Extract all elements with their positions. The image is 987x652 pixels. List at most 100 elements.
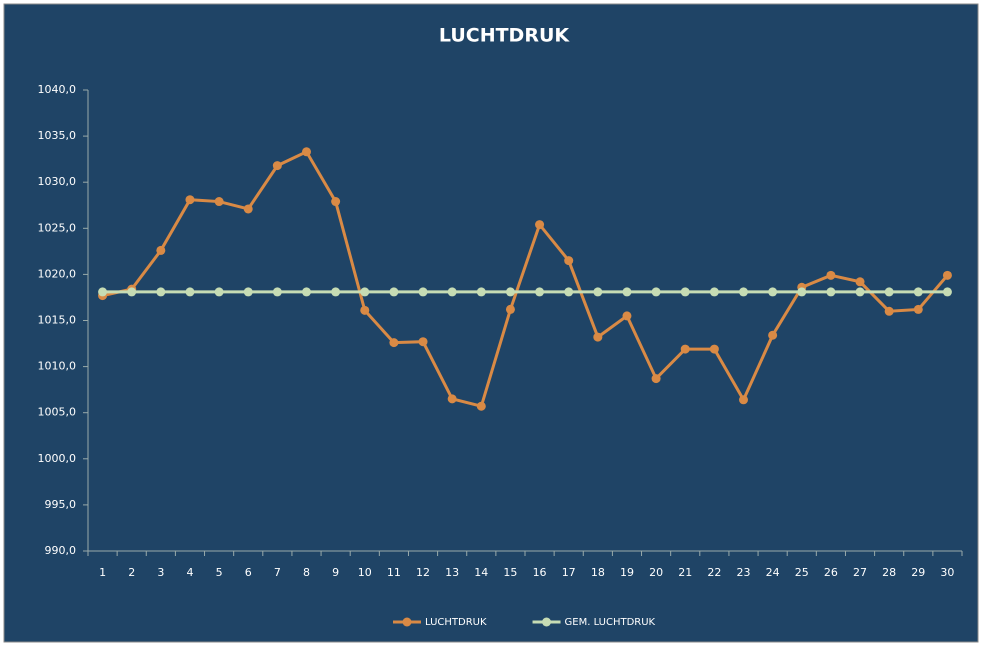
data-point [302, 147, 311, 157]
x-tick-label: 21 [678, 566, 692, 579]
y-tick-label: 1010,0 [38, 360, 77, 373]
data-point [593, 332, 603, 342]
x-tick-label: 26 [824, 566, 838, 579]
y-tick-label: 990,0 [45, 544, 77, 557]
y-tick-label: 1020,0 [38, 267, 77, 280]
data-point [680, 344, 690, 354]
x-tick-label: 9 [332, 566, 339, 579]
data-point [680, 287, 690, 297]
data-point [855, 277, 865, 287]
chart-title: LUCHTDRUK [439, 25, 570, 47]
data-point [593, 287, 603, 297]
chart-background [3, 3, 979, 643]
x-tick-label: 24 [766, 566, 780, 579]
x-tick-label: 19 [620, 566, 634, 579]
x-tick-label: 23 [737, 566, 751, 579]
data-point [447, 287, 457, 297]
y-tick-label: 1000,0 [38, 452, 77, 465]
legend-marker [402, 617, 412, 627]
x-tick-label: 30 [940, 566, 954, 579]
data-point [331, 197, 341, 207]
series-line [102, 149, 949, 409]
data-point [797, 287, 807, 297]
data-point [389, 338, 399, 348]
data-point [418, 287, 428, 297]
x-tick-label: 17 [562, 566, 576, 579]
x-tick-label: 8 [303, 566, 310, 579]
data-point [884, 306, 894, 316]
x-tick-label: 13 [445, 566, 459, 579]
data-point [214, 197, 224, 207]
x-tick-label: 5 [216, 566, 223, 579]
data-point [243, 204, 253, 214]
data-point [156, 245, 166, 255]
x-tick-label: 27 [853, 566, 867, 579]
data-point [884, 287, 894, 297]
data-point [447, 394, 457, 404]
data-point [535, 220, 545, 230]
x-tick-label: 1 [99, 566, 106, 579]
data-point [564, 287, 574, 297]
data-point [389, 287, 399, 297]
x-tick-label: 3 [157, 566, 164, 579]
x-tick-label: 22 [707, 566, 721, 579]
data-point [98, 287, 108, 297]
data-point [476, 287, 486, 297]
x-tick-label: 15 [503, 566, 517, 579]
data-point [331, 287, 341, 297]
data-point [768, 330, 778, 340]
data-point [302, 287, 311, 297]
y-tick-label: 995,0 [45, 498, 77, 511]
data-point [709, 287, 719, 297]
data-point [622, 287, 632, 297]
y-tick-label: 1005,0 [38, 406, 77, 419]
y-tick-label: 1015,0 [38, 314, 77, 327]
x-tick-label: 18 [591, 566, 605, 579]
y-tick-label: 1035,0 [38, 129, 77, 142]
data-point [505, 304, 515, 314]
data-point [913, 304, 923, 314]
data-point [855, 287, 865, 297]
x-tick-label: 12 [416, 566, 430, 579]
x-tick-label: 2 [128, 566, 135, 579]
x-tick-label: 10 [358, 566, 372, 579]
data-point [360, 287, 370, 297]
data-point [651, 287, 661, 297]
x-tick-label: 20 [649, 566, 663, 579]
x-tick-label: 14 [474, 566, 488, 579]
y-tick-label: 1040,0 [38, 83, 77, 96]
data-point [476, 401, 486, 411]
x-tick-label: 11 [387, 566, 401, 579]
data-point [826, 270, 836, 280]
data-point [535, 287, 545, 297]
data-point [739, 395, 748, 405]
data-point [185, 287, 195, 297]
data-point [942, 270, 952, 280]
x-tick-label: 29 [911, 566, 925, 579]
legend-marker [542, 617, 552, 627]
data-point [768, 287, 778, 297]
legend-label: LUCHTDRUK [425, 617, 487, 628]
y-tick-label: 1030,0 [38, 175, 77, 188]
x-tick-label: 7 [274, 566, 281, 579]
legend-label: GEM. LUCHTDRUK [565, 617, 656, 628]
data-point [243, 287, 253, 297]
data-point [913, 287, 923, 297]
data-point [709, 344, 719, 354]
x-tick-label: 16 [533, 566, 547, 579]
data-point [127, 287, 137, 297]
x-tick-label: 4 [186, 566, 193, 579]
x-tick-label: 28 [882, 566, 896, 579]
x-tick-label: 25 [795, 566, 809, 579]
data-point [505, 287, 515, 297]
data-point [185, 195, 195, 205]
data-point [739, 287, 748, 297]
data-point [272, 161, 282, 171]
data-point [418, 337, 428, 347]
data-point [622, 311, 632, 321]
data-point [360, 305, 370, 315]
y-tick-label: 1025,0 [38, 221, 77, 234]
data-point [651, 374, 661, 384]
data-point [272, 287, 282, 297]
